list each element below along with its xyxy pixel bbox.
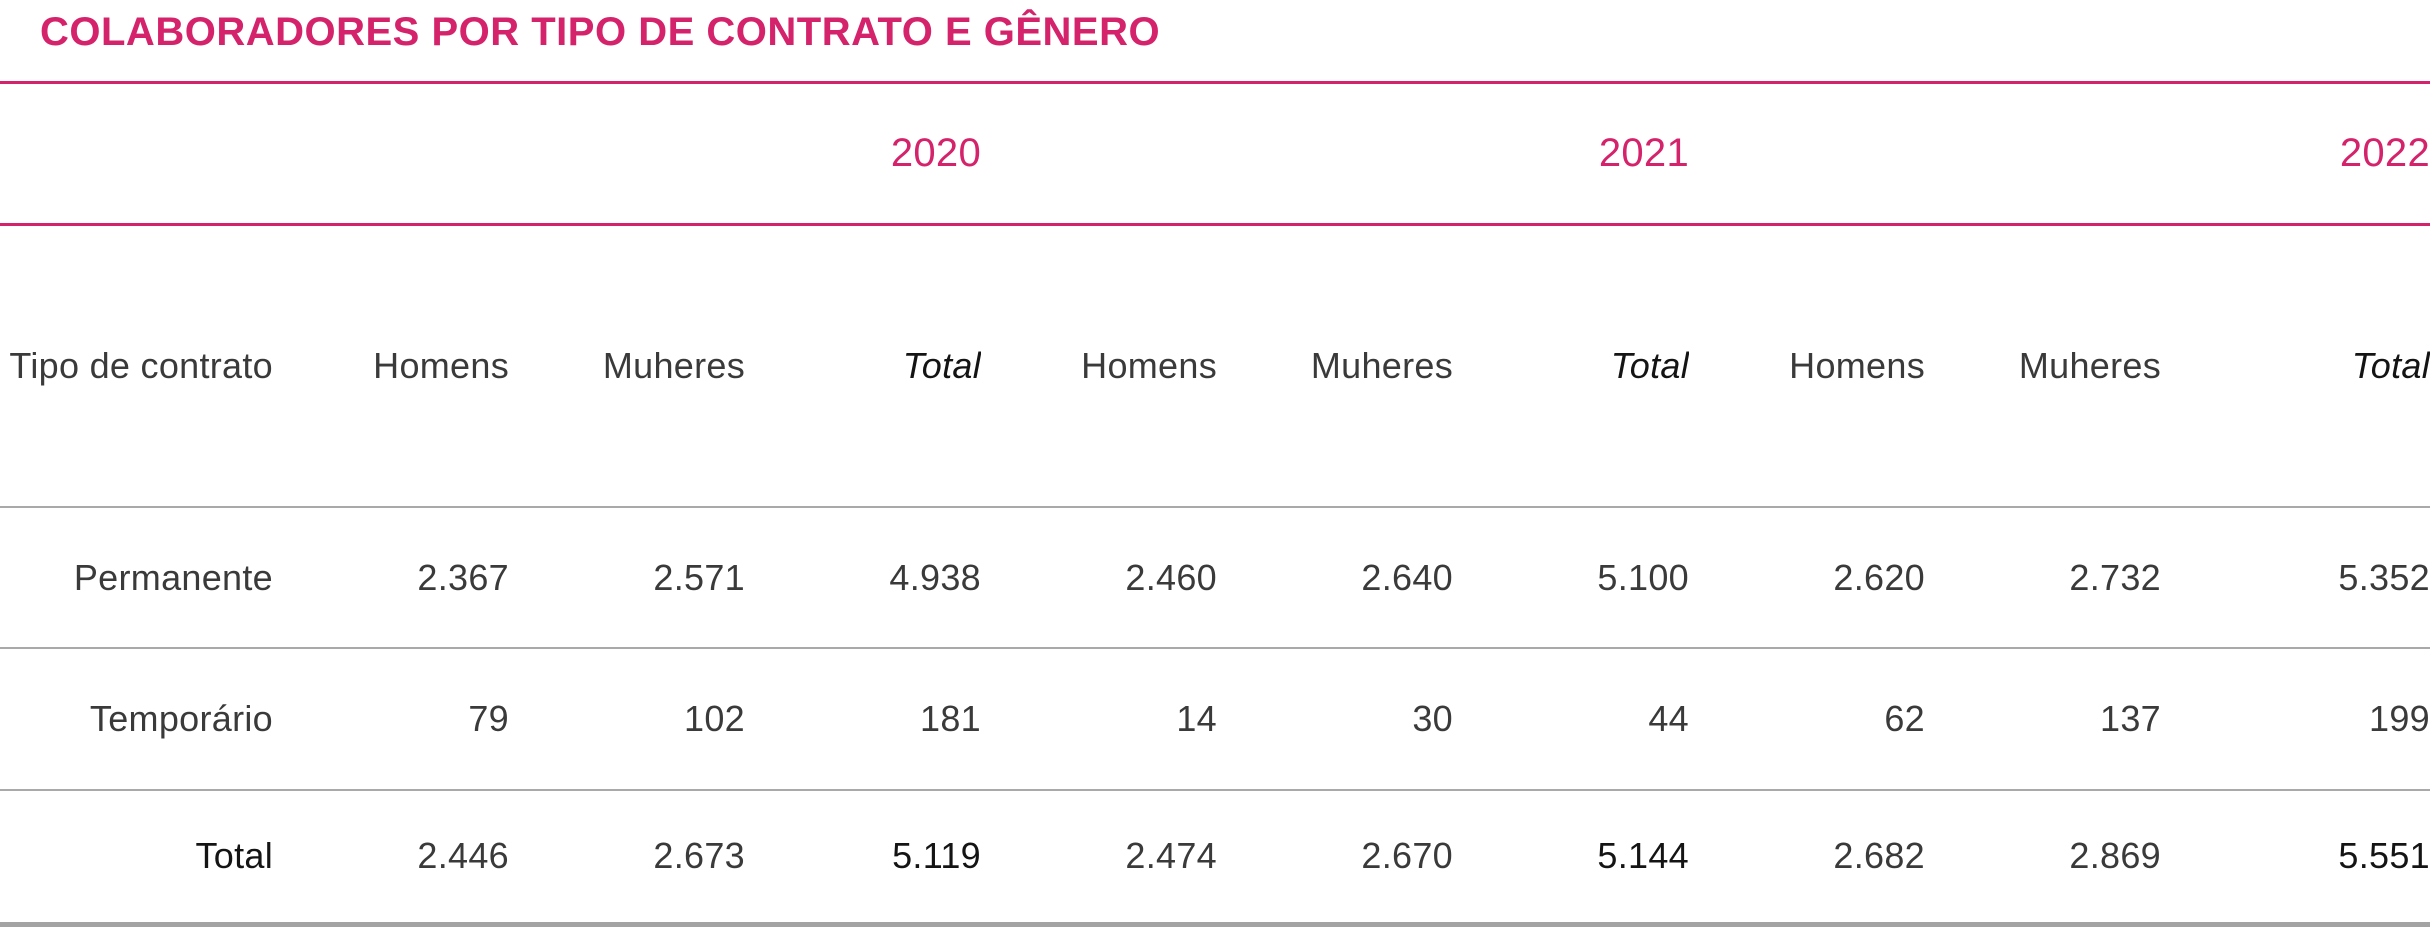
column-header-row: Tipo de contrato Homens Muheres Total Ho…	[0, 224, 2430, 507]
cell-temporario-total-2022: 199	[2369, 698, 2430, 739]
column-header-total-2022: Total	[2351, 344, 2430, 386]
year-header-row: 2020 2021 2022	[0, 84, 2430, 224]
column-header-muheres-2022: Muheres	[2018, 344, 2161, 386]
column-header-muheres-2021: Muheres	[1310, 344, 1453, 386]
cell-permanente-homens-2021: 2.460	[1125, 556, 1217, 598]
cell-permanente-total-2020: 4.938	[889, 556, 981, 598]
cell-permanente-total-2022: 5.352	[2338, 556, 2430, 598]
column-header-tipo-de-contrato: Tipo de contrato	[9, 344, 273, 386]
cell-temporario-homens-2020: 79	[468, 698, 509, 739]
cell-temporario-muheres-2020: 102	[684, 698, 745, 739]
cell-temporario-total-2021: 44	[1648, 698, 1689, 739]
cell-total-muheres-2021: 2.670	[1361, 835, 1453, 877]
cell-total-muheres-2022: 2.869	[2069, 835, 2161, 877]
cell-temporario-homens-2021: 14	[1176, 698, 1217, 739]
row-label-permanente: Permanente	[73, 556, 273, 598]
cell-permanente-total-2021: 5.100	[1597, 556, 1689, 598]
table-title-block: COLABORADORES POR TIPO DE CONTRATO E GÊN…	[0, 0, 2430, 84]
row-label-temporario: Temporário	[89, 698, 273, 739]
cell-total-homens-2022: 2.682	[1833, 835, 1925, 877]
cell-temporario-homens-2022: 62	[1884, 698, 1925, 739]
column-header-homens-2021: Homens	[1081, 344, 1217, 386]
year-label-2020: 2020	[890, 130, 981, 175]
column-header-homens-2022: Homens	[1789, 344, 1925, 386]
year-label-2022: 2022	[2339, 130, 2430, 175]
cell-temporario-muheres-2022: 137	[2100, 698, 2161, 739]
cell-total-total-2021: 5.144	[1597, 835, 1689, 877]
cell-permanente-homens-2022: 2.620	[1833, 556, 1925, 598]
column-header-homens-2020: Homens	[373, 344, 509, 386]
cell-total-total-2022: 5.551	[2338, 835, 2430, 877]
cell-permanente-muheres-2021: 2.640	[1361, 556, 1453, 598]
cell-permanente-muheres-2020: 2.571	[653, 556, 745, 598]
cell-total-total-2020: 5.119	[892, 835, 981, 877]
cell-temporario-total-2020: 181	[920, 698, 981, 739]
table-row-permanente: Permanente 2.367 2.571 4.938 2.460 2.640…	[0, 507, 2430, 648]
column-header-muheres-2020: Muheres	[602, 344, 745, 386]
column-header-total-2021: Total	[1610, 344, 1689, 386]
table-row-total: Total 2.446 2.673 5.119 2.474 2.670 5.14…	[0, 790, 2430, 924]
cell-permanente-muheres-2022: 2.732	[2069, 556, 2161, 598]
cell-total-homens-2021: 2.474	[1125, 835, 1217, 877]
cell-permanente-homens-2020: 2.367	[417, 556, 509, 598]
cell-total-muheres-2020: 2.673	[653, 835, 745, 877]
table-row-temporario: Temporário 79 102 181 14 30 44 62 137 19…	[0, 648, 2430, 790]
page-title: COLABORADORES POR TIPO DE CONTRATO E GÊN…	[40, 10, 1161, 54]
column-header-total-2020: Total	[902, 344, 981, 386]
cell-total-homens-2020: 2.446	[417, 835, 509, 877]
employees-by-contract-table: 2020 2021 2022 Tipo de contrato Homens M…	[0, 84, 2430, 927]
row-label-total: Total	[195, 835, 273, 877]
year-label-2021: 2021	[1598, 130, 1689, 175]
cell-temporario-muheres-2021: 30	[1412, 698, 1453, 739]
